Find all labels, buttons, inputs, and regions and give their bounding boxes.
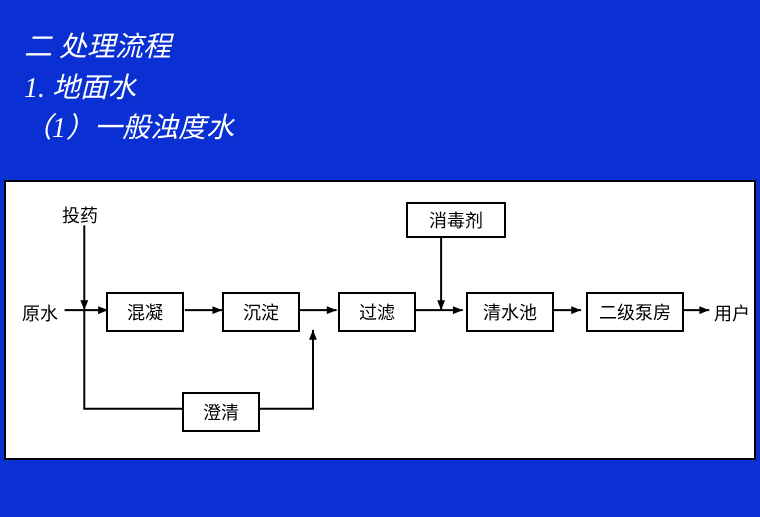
heading-area: 二 处理流程 1. 地面水 （1）一般浊度水: [0, 0, 760, 150]
node-pump: 二级泵房: [586, 292, 684, 332]
diagram-panel: 投药 原水 用户 混凝 沉淀 过滤 消毒剂 清水池 二级泵房 澄清: [4, 180, 756, 460]
node-filter: 过滤: [338, 292, 416, 332]
label-dose: 投药: [62, 202, 98, 228]
node-disinf: 消毒剂: [406, 202, 506, 238]
node-clear: 清水池: [466, 292, 554, 332]
node-settle: 沉淀: [222, 292, 300, 332]
heading-line-2: 1. 地面水: [24, 69, 760, 110]
node-clarify: 澄清: [182, 392, 260, 432]
node-mix: 混凝: [106, 292, 184, 332]
label-raw: 原水: [22, 300, 58, 326]
heading-line-3: （1）一般浊度水: [24, 109, 760, 150]
heading-line-1: 二 处理流程: [24, 28, 760, 69]
label-user: 用户: [714, 300, 750, 326]
slide: 二 处理流程 1. 地面水 （1）一般浊度水 投药 原水 用户 混凝 沉淀 过滤…: [0, 0, 760, 517]
diagram-inner: 投药 原水 用户 混凝 沉淀 过滤 消毒剂 清水池 二级泵房 澄清: [6, 182, 754, 458]
